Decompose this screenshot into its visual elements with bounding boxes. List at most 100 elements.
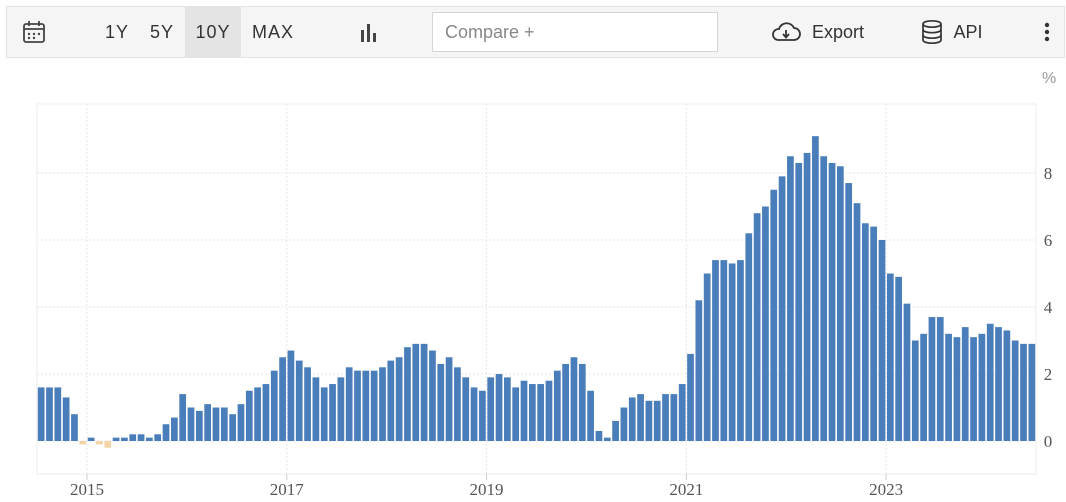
bar [395, 357, 403, 441]
bar [121, 437, 128, 441]
chart-toolbar: 1Y 5Y 10Y MAX Export [6, 6, 1065, 58]
bar [928, 317, 936, 441]
x-tick-label: 2017 [270, 480, 305, 499]
bar [603, 437, 611, 441]
bar [479, 390, 486, 441]
bar [587, 390, 594, 441]
bar [112, 437, 120, 441]
bar [129, 434, 137, 441]
bar [795, 162, 803, 441]
bar [220, 407, 228, 441]
export-label: Export [811, 21, 865, 42]
bar [712, 260, 719, 441]
bar [445, 357, 453, 441]
y-tick-label: 6 [1044, 231, 1053, 250]
bar [986, 323, 994, 441]
bar [595, 430, 603, 441]
bar [537, 384, 545, 441]
database-icon [921, 19, 943, 45]
bar [87, 437, 95, 441]
bar [945, 333, 952, 441]
x-tick-label: 2015 [70, 480, 104, 499]
range-button-5y[interactable]: 5Y [149, 21, 175, 42]
range-button-10y[interactable]: 10Y [185, 7, 241, 57]
bar [187, 407, 195, 441]
bar [953, 337, 961, 441]
bar [504, 377, 511, 441]
bar [720, 260, 728, 441]
bar [354, 370, 361, 441]
chart-type-button[interactable] [349, 7, 389, 57]
bar [462, 377, 470, 441]
bar [512, 387, 520, 441]
bar [304, 367, 311, 441]
vertical-dots-icon [1044, 22, 1050, 42]
bar [429, 350, 436, 441]
bar [329, 384, 336, 441]
bar [229, 414, 236, 441]
bar [520, 380, 528, 441]
more-options-button[interactable] [1032, 7, 1062, 57]
bar [171, 417, 178, 441]
api-button[interactable]: API [912, 7, 992, 57]
bar [828, 162, 836, 441]
bar [46, 387, 53, 441]
bar [154, 434, 162, 441]
bar [237, 404, 245, 441]
bar [628, 397, 636, 441]
bar [645, 400, 653, 441]
bar [737, 260, 744, 441]
bar [146, 437, 153, 441]
bar [995, 327, 1002, 441]
y-tick-label: 2 [1044, 365, 1053, 384]
calendar-icon [23, 21, 45, 43]
bar [920, 333, 927, 441]
bar [553, 370, 561, 441]
calendar-button[interactable] [13, 7, 55, 57]
bar [703, 273, 711, 441]
bar [637, 394, 644, 441]
bar [728, 263, 736, 441]
bar [262, 384, 270, 441]
compare-input[interactable] [433, 13, 717, 51]
y-tick-label: 0 [1044, 432, 1053, 451]
bar [770, 189, 778, 441]
bar [961, 327, 969, 441]
export-button[interactable]: Export [762, 7, 872, 57]
bar [853, 203, 861, 441]
bar [762, 206, 769, 441]
bar [320, 387, 328, 441]
bar [662, 394, 669, 441]
range-button-1y[interactable]: 1Y [104, 21, 130, 42]
bar [695, 300, 703, 441]
bar [670, 394, 678, 441]
bar [812, 136, 819, 441]
bar [362, 370, 370, 441]
range-button-max[interactable]: MAX [251, 21, 294, 42]
bar [137, 434, 145, 441]
bar [936, 317, 944, 441]
bar [903, 303, 911, 441]
bar [312, 377, 320, 441]
x-tick-label: 2019 [470, 480, 504, 499]
bar-chart-icon [361, 24, 376, 42]
bar [454, 367, 461, 441]
bar [270, 370, 278, 441]
bar [37, 387, 45, 441]
bar [79, 441, 87, 445]
api-label: API [953, 21, 983, 42]
bar [562, 363, 569, 441]
bar [570, 357, 578, 441]
bar [620, 407, 628, 441]
bar [1020, 343, 1027, 441]
bar [337, 377, 345, 441]
bar [745, 233, 753, 441]
bar [470, 387, 478, 441]
bar [204, 404, 212, 441]
bar [254, 387, 261, 441]
bar [803, 152, 811, 441]
cloud-download-icon [770, 21, 802, 43]
x-tick-label: 2021 [669, 480, 703, 499]
bar [528, 384, 536, 441]
bar [870, 226, 878, 441]
